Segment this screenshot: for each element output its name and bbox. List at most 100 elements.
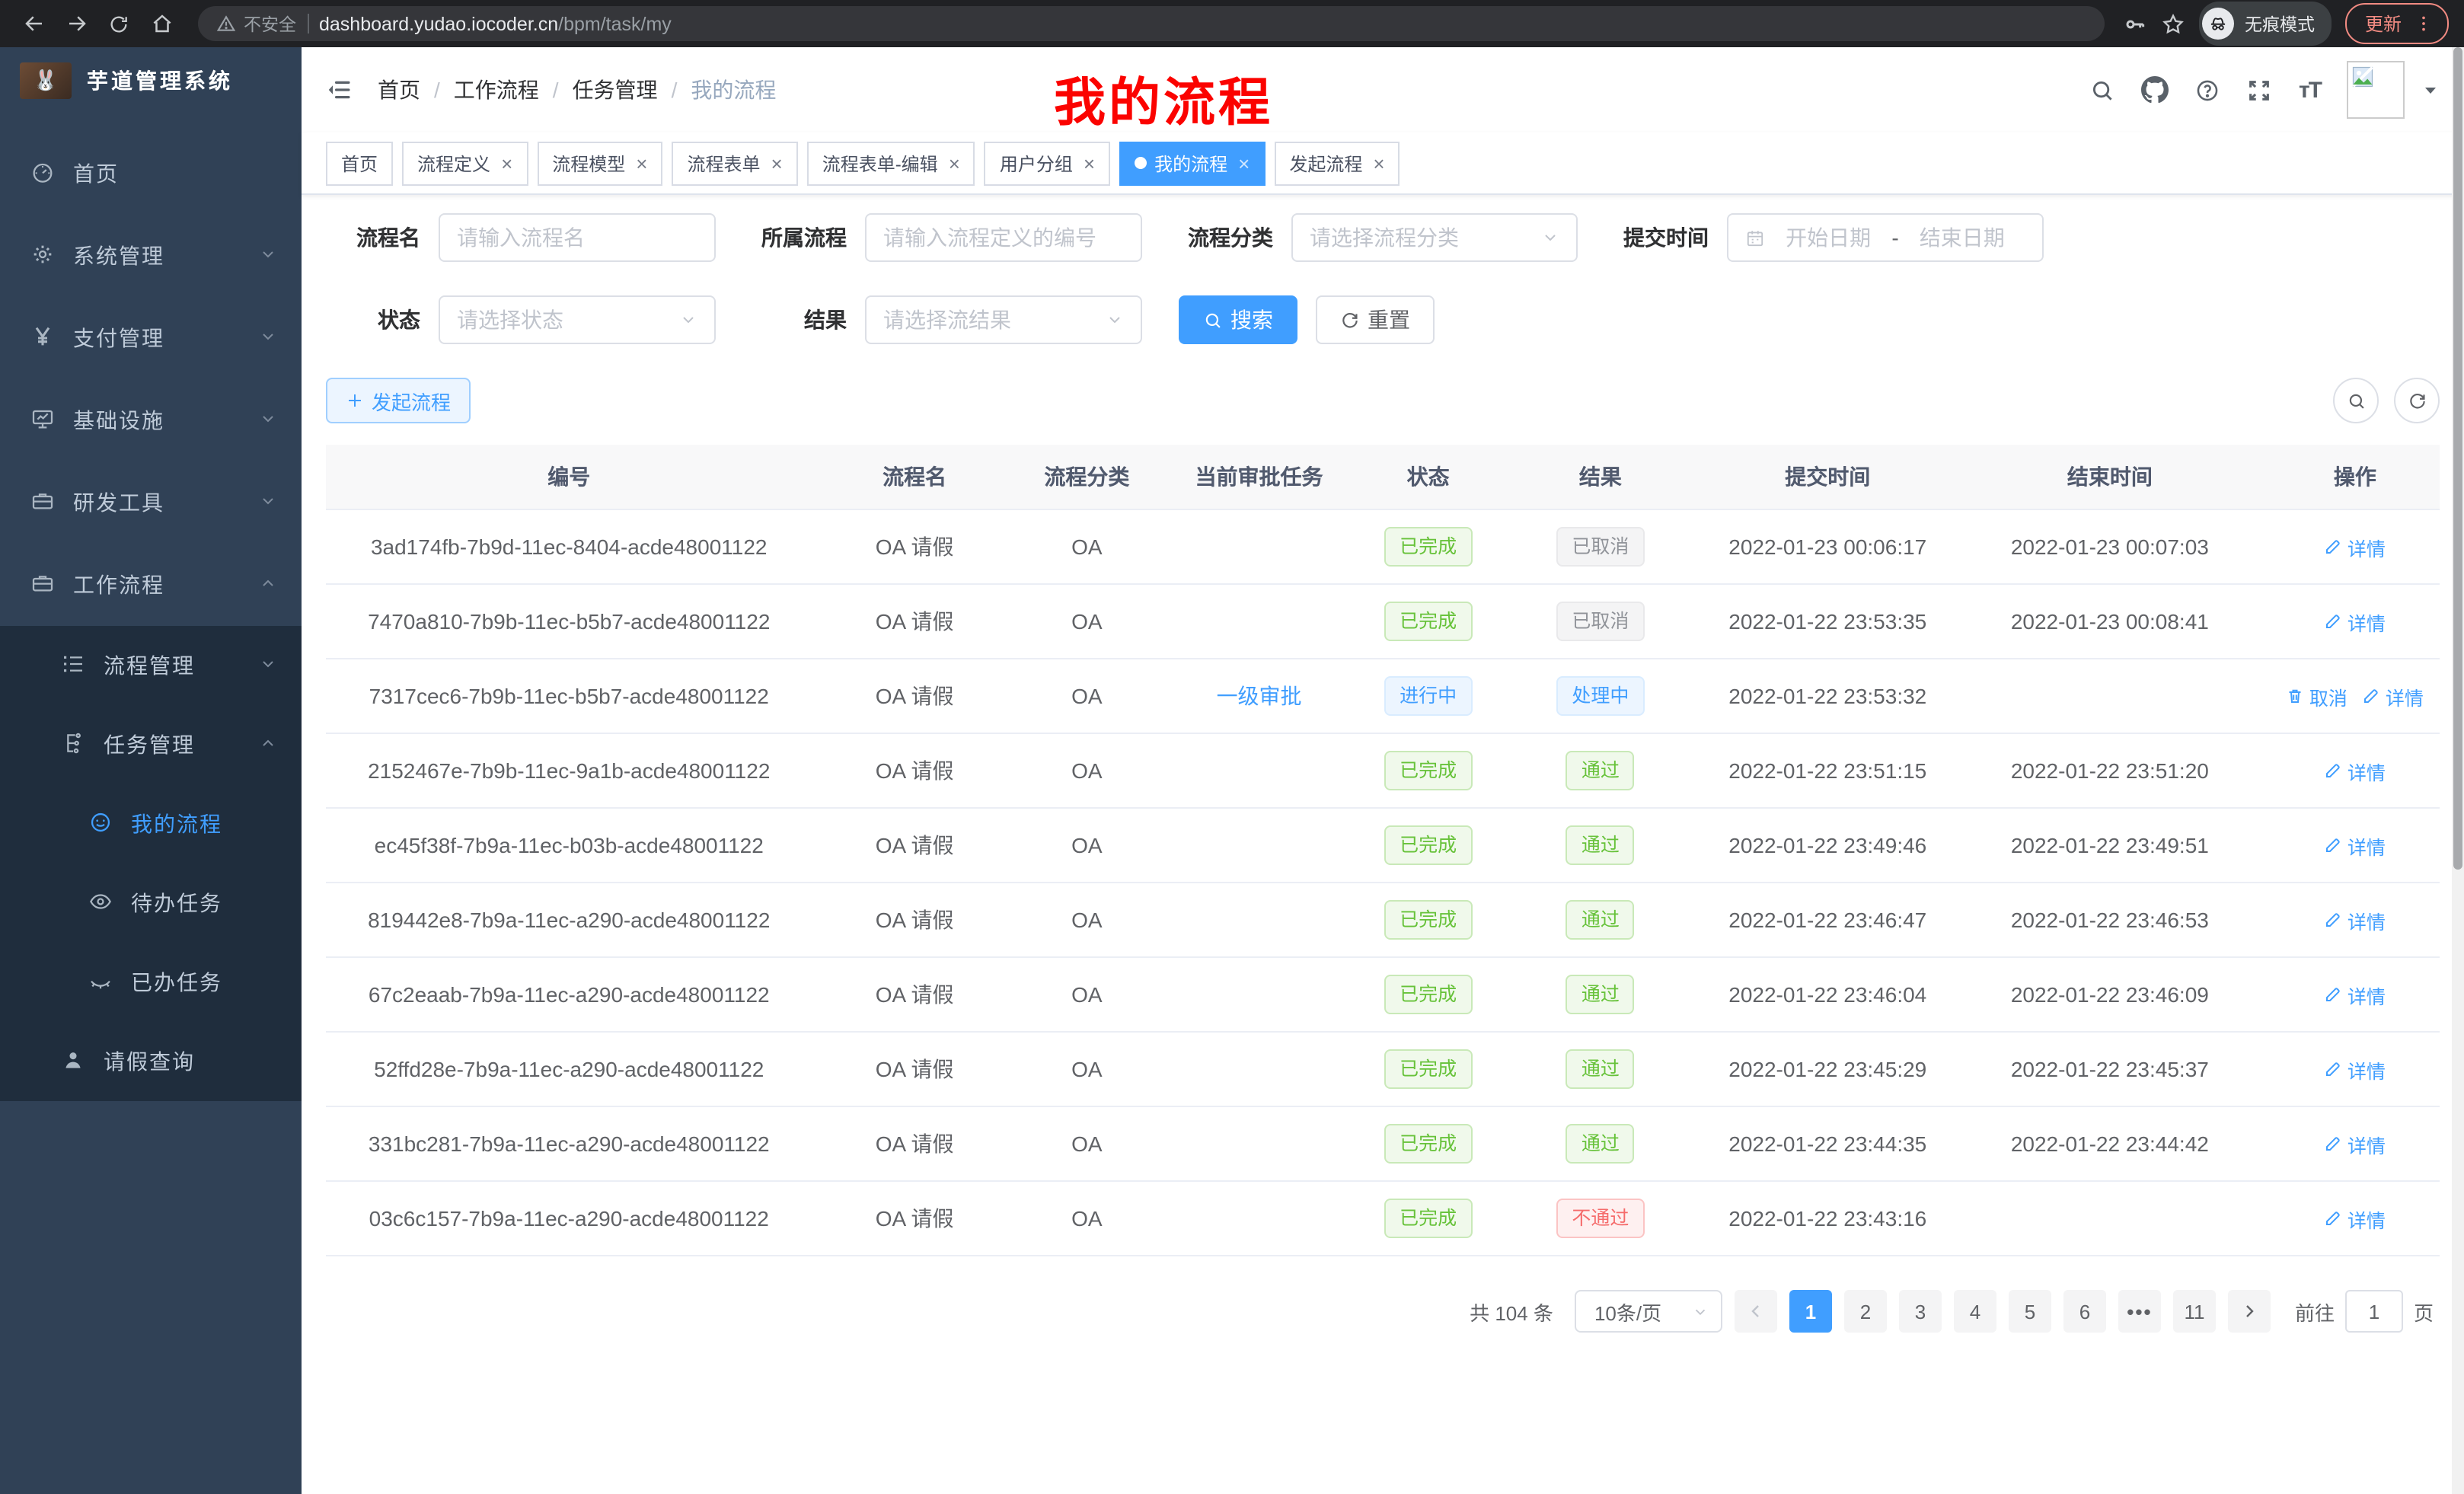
- browser-forward-button[interactable]: [58, 5, 94, 42]
- sidebar-item-已办任务[interactable]: 已办任务: [0, 943, 302, 1022]
- date-range-input[interactable]: 开始日期 - 结束日期: [1727, 213, 2044, 262]
- page-button-1[interactable]: 1: [1789, 1290, 1832, 1333]
- 详情-link[interactable]: 详情: [2325, 980, 2386, 1009]
- show-search-button[interactable]: [2333, 378, 2379, 423]
- breadcrumb-item[interactable]: 首页: [378, 78, 420, 102]
- task-link[interactable]: 一级审批: [1216, 684, 1302, 708]
- browser-update-button[interactable]: 更新: [2344, 3, 2449, 44]
- page-button-3[interactable]: 3: [1898, 1290, 1942, 1333]
- search-icon[interactable]: [2090, 77, 2116, 103]
- 详情-link[interactable]: 详情: [2325, 905, 2386, 934]
- plus-icon: [346, 391, 364, 410]
- browser-back-button[interactable]: [15, 5, 52, 42]
- sidebar-item-系统管理[interactable]: 系统管理: [0, 215, 302, 297]
- 详情-link[interactable]: 详情: [2325, 756, 2386, 785]
- sidebar-item-工作流程[interactable]: 工作流程: [0, 544, 302, 626]
- more-pages-button[interactable]: •••: [2118, 1290, 2161, 1333]
- sidebar-item-待办任务[interactable]: 待办任务: [0, 864, 302, 943]
- github-icon[interactable]: [2141, 76, 2169, 104]
- address-bar[interactable]: 不安全 dashboard.yudao.iocoder.cn/bpm/task/…: [198, 6, 2105, 41]
- 取消-link[interactable]: 取消: [2287, 682, 2348, 710]
- 详情-link[interactable]: 详情: [2363, 682, 2424, 710]
- fullscreen-icon[interactable]: [2247, 77, 2273, 103]
- tab-发起流程[interactable]: 发起流程 ×: [1274, 141, 1400, 185]
- sidebar-item-研发工具[interactable]: 研发工具: [0, 461, 302, 544]
- 详情-link[interactable]: 详情: [2325, 1055, 2386, 1084]
- table-row: 331bc281-7b9a-11ec-a290-acde48001122 OA 请…: [326, 1106, 2440, 1182]
- bookmark-star-icon[interactable]: [2161, 11, 2185, 36]
- site-security-chip[interactable]: 不安全: [216, 11, 296, 36]
- breadcrumb-item[interactable]: 任务管理: [572, 78, 658, 102]
- help-icon[interactable]: [2195, 77, 2221, 103]
- edit-icon: [2363, 687, 2381, 705]
- sidebar-collapse-icon[interactable]: [326, 76, 353, 104]
- refresh-table-button[interactable]: [2394, 378, 2440, 423]
- 流程名-input[interactable]: 请输入流程名: [439, 213, 716, 262]
- edit-icon: [2325, 612, 2343, 630]
- tab-首页[interactable]: 首页: [326, 141, 394, 185]
- avatar[interactable]: [2347, 61, 2405, 119]
- tab-流程模型[interactable]: 流程模型 ×: [537, 141, 663, 185]
- page-button-4[interactable]: 4: [1953, 1290, 1996, 1333]
- sidebar-item-基础设施[interactable]: 基础设施: [0, 379, 302, 461]
- breadcrumb-separator: /: [552, 78, 559, 102]
- sidebar-item-我的流程[interactable]: 我的流程: [0, 784, 302, 864]
- browser-home-button[interactable]: [143, 5, 180, 42]
- tab-用户分组[interactable]: 用户分组 ×: [984, 141, 1111, 185]
- sidebar-item-label: 任务管理: [104, 733, 195, 757]
- 结果-select[interactable]: 请选择流结果: [865, 295, 1142, 344]
- column-流程分类: 流程分类: [1017, 445, 1157, 510]
- caret-down-icon[interactable]: [2421, 81, 2440, 99]
- tab-流程表单[interactable]: 流程表单 ×: [672, 141, 798, 185]
- close-icon[interactable]: ×: [1238, 152, 1250, 174]
- 详情-link[interactable]: 详情: [2325, 831, 2386, 860]
- 流程分类-select[interactable]: 请选择流程分类: [1291, 213, 1578, 262]
- chevron-left-icon: [1747, 1302, 1765, 1320]
- tab-我的流程[interactable]: 我的流程 ×: [1119, 141, 1266, 185]
- scrollbar-thumb[interactable]: [2453, 47, 2462, 870]
- 详情-link[interactable]: 详情: [2325, 532, 2386, 561]
- next-page-button[interactable]: [2227, 1290, 2271, 1333]
- page-button-6[interactable]: 6: [2063, 1290, 2106, 1333]
- sidebar-item-流程管理[interactable]: 流程管理: [0, 626, 302, 705]
- close-icon[interactable]: ×: [771, 152, 783, 174]
- column-状态: 状态: [1361, 445, 1495, 510]
- sidebar-item-首页[interactable]: 首页: [0, 132, 302, 215]
- cell-submit-time: 2022-01-22 23:51:15: [1706, 733, 1949, 809]
- window-scrollbar[interactable]: [2452, 47, 2464, 1494]
- 所属流程-input[interactable]: 请输入流程定义的编号: [865, 213, 1142, 262]
- page-button-11[interactable]: 11: [2172, 1290, 2216, 1333]
- 详情-link[interactable]: 详情: [2325, 1129, 2386, 1158]
- prev-page-button[interactable]: [1734, 1290, 1777, 1333]
- 详情-link[interactable]: 详情: [2325, 1204, 2386, 1233]
- font-size-icon[interactable]: тT: [2298, 77, 2322, 103]
- key-icon[interactable]: [2123, 11, 2147, 36]
- status-tag: 已完成: [1384, 975, 1473, 1014]
- reset-button[interactable]: 重置: [1316, 295, 1435, 344]
- app-logo[interactable]: 🐰 芋道管理系统: [0, 47, 302, 114]
- page-size-select[interactable]: 10条/页: [1574, 1290, 1722, 1333]
- column-当前审批任务: 当前审批任务: [1156, 445, 1362, 510]
- tab-流程定义[interactable]: 流程定义 ×: [402, 141, 528, 185]
- 详情-link[interactable]: 详情: [2325, 607, 2386, 636]
- page-button-5[interactable]: 5: [2008, 1290, 2051, 1333]
- close-icon[interactable]: ×: [948, 152, 960, 174]
- tab-流程表单-编辑[interactable]: 流程表单-编辑 ×: [806, 141, 975, 185]
- close-icon[interactable]: ×: [1373, 152, 1385, 174]
- status-tag: 进行中: [1384, 676, 1473, 716]
- page-button-2[interactable]: 2: [1843, 1290, 1887, 1333]
- breadcrumb-item[interactable]: 工作流程: [453, 78, 539, 102]
- browser-reload-button[interactable]: [101, 5, 137, 42]
- create-process-button[interactable]: 发起流程: [326, 378, 471, 423]
- cell-name: OA 请假: [812, 883, 1017, 958]
- sidebar-item-支付管理[interactable]: 支付管理: [0, 297, 302, 379]
- close-icon[interactable]: ×: [501, 152, 513, 174]
- 状态-select[interactable]: 请选择状态: [439, 295, 716, 344]
- search-button[interactable]: 搜索: [1179, 295, 1297, 344]
- close-icon[interactable]: ×: [1083, 152, 1096, 174]
- sidebar-item-请假查询[interactable]: 请假查询: [0, 1022, 302, 1101]
- more-vertical-icon[interactable]: [2414, 14, 2434, 34]
- goto-page-input[interactable]: 1: [2344, 1290, 2403, 1333]
- close-icon[interactable]: ×: [636, 152, 648, 174]
- sidebar-item-任务管理[interactable]: 任务管理: [0, 705, 302, 784]
